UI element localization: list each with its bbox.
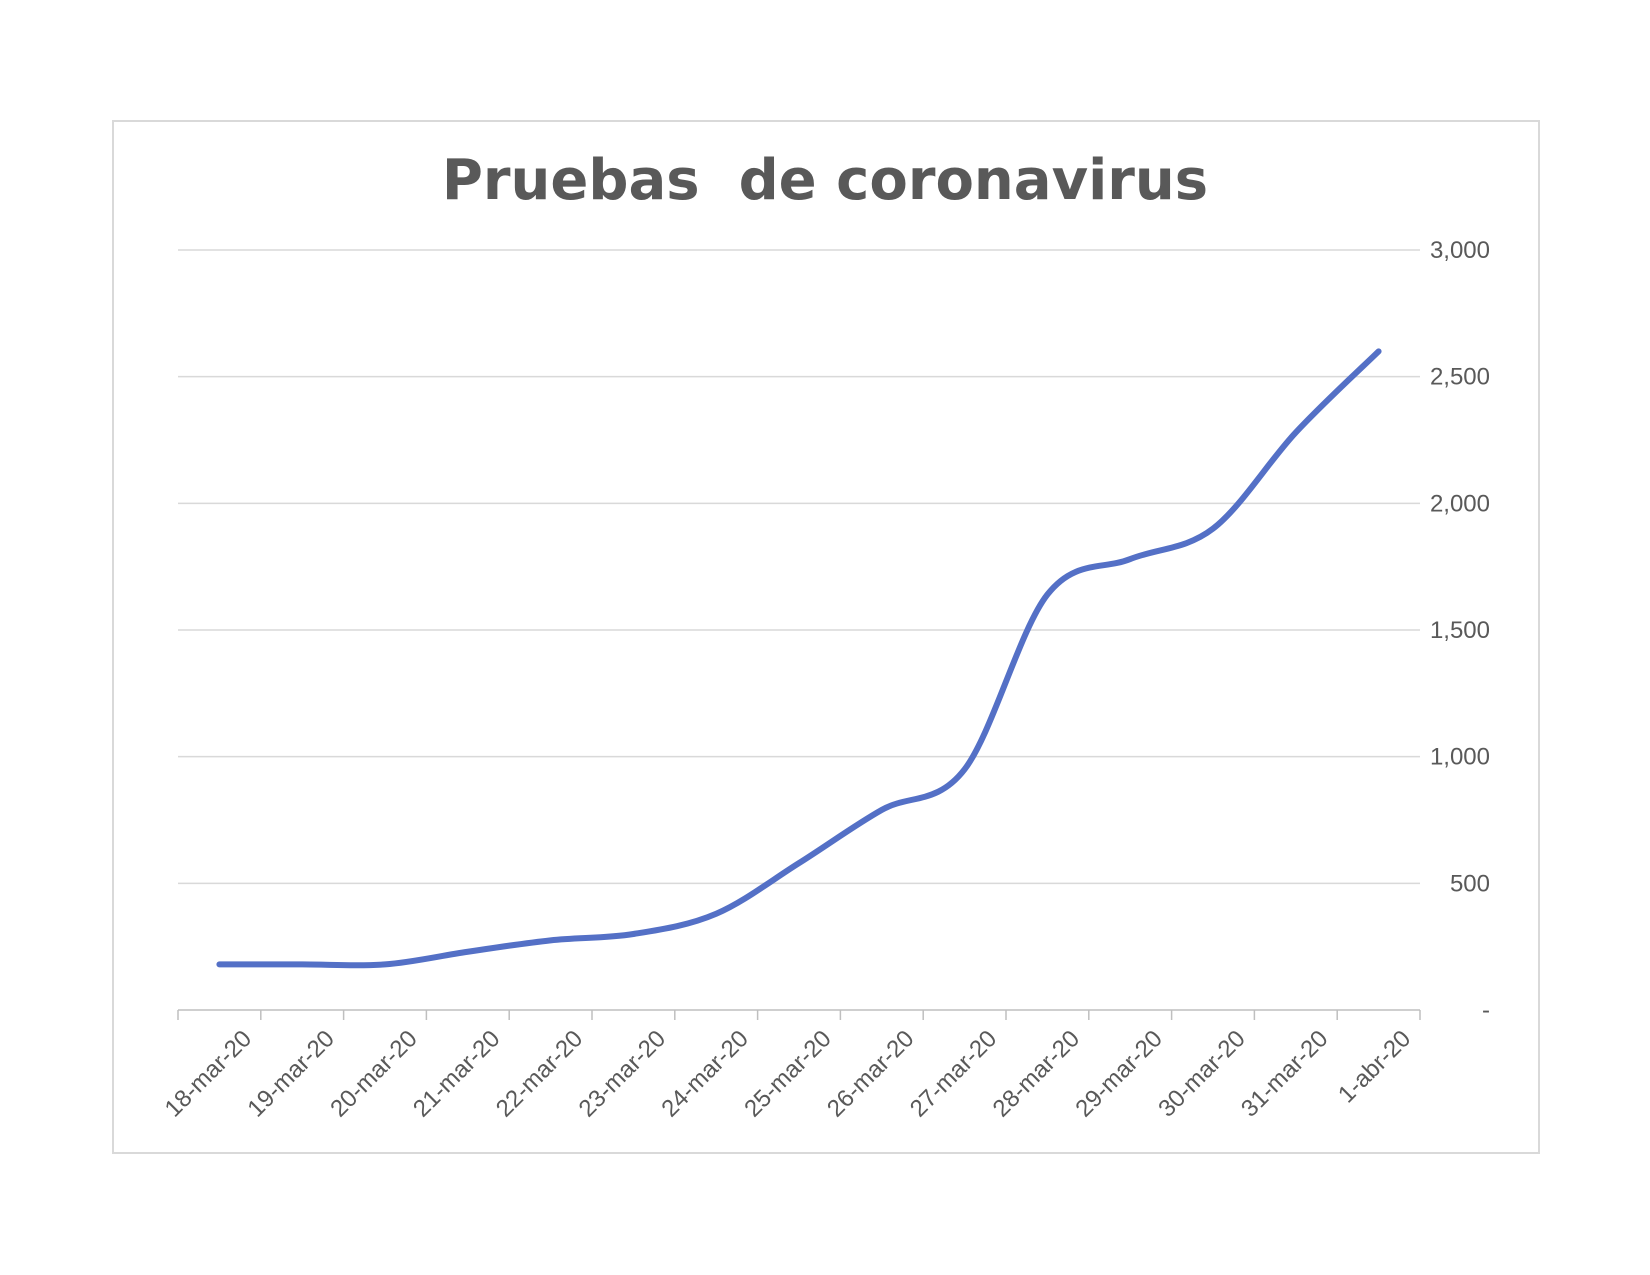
x-tick-label: 30-mar-20 (1153, 1025, 1250, 1122)
x-tick-label: 25-mar-20 (739, 1025, 836, 1122)
x-tick-label: 24-mar-20 (656, 1025, 753, 1122)
y-axis-ticks: - 500 1,000 1,500 2,000 2,500 3,000 (1430, 237, 1490, 1024)
series (216, 348, 1382, 969)
x-tick-label: 21-mar-20 (408, 1025, 505, 1122)
series-line (216, 348, 1382, 969)
x-tick-label: 28-mar-20 (988, 1025, 1085, 1122)
chart-frame (112, 120, 1540, 1154)
x-tick-label: 23-mar-20 (574, 1025, 671, 1122)
x-axis (177, 1009, 1421, 1020)
x-tick-label: 1-abr-20 (1333, 1025, 1416, 1108)
x-tick-label: 26-mar-20 (822, 1025, 919, 1122)
gridlines (178, 249, 1420, 885)
x-tick-label: 19-mar-20 (242, 1025, 339, 1122)
y-tick-label: - (1482, 997, 1490, 1024)
y-tick-label: 1,000 (1430, 744, 1490, 771)
x-axis-ticks: 18-mar-2019-mar-2020-mar-2021-mar-2022-m… (160, 1025, 1417, 1122)
chart-title: Pruebas de coronavirus (441, 148, 1209, 213)
x-tick-label: 27-mar-20 (905, 1025, 1002, 1122)
x-tick-label: 20-mar-20 (325, 1025, 422, 1122)
x-tick-label: 18-mar-20 (160, 1025, 257, 1122)
x-tick-label: 22-mar-20 (491, 1025, 588, 1122)
y-tick-label: 2,000 (1430, 490, 1490, 517)
x-tick-label: 29-mar-20 (1070, 1025, 1167, 1122)
y-tick-label: 1,500 (1430, 617, 1490, 644)
y-tick-label: 3,000 (1430, 237, 1490, 264)
x-tick-label: 31-mar-20 (1236, 1025, 1333, 1122)
y-tick-label: 2,500 (1430, 364, 1490, 391)
y-tick-label: 500 (1450, 870, 1490, 897)
